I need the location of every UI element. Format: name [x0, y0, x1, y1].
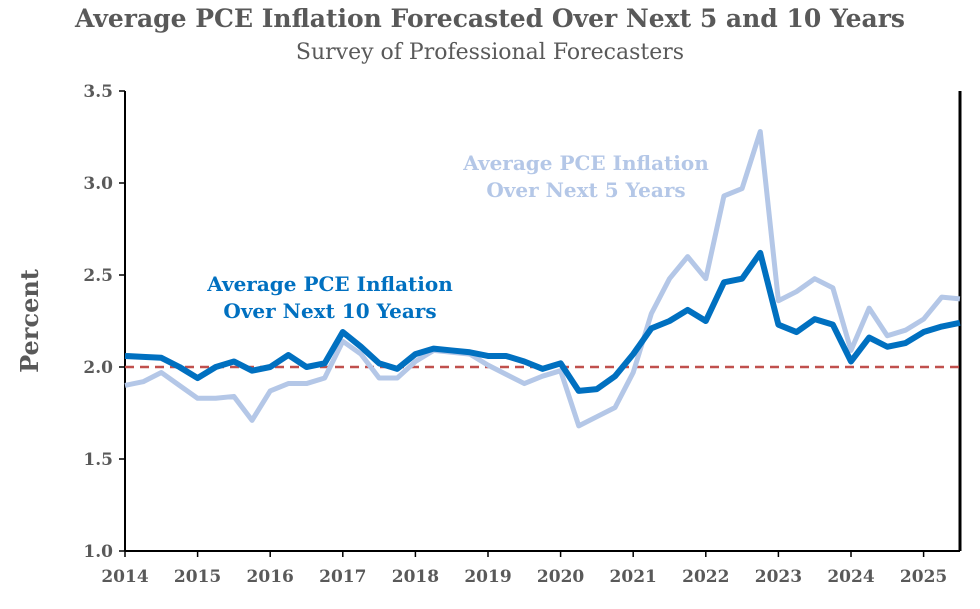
x-tick-label: 2024	[827, 567, 874, 587]
x-tick-label: 2014	[101, 567, 148, 587]
y-tick-label: 3.5	[83, 82, 113, 102]
x-tick-label: 2020	[537, 567, 584, 587]
series-label-5yr-line2: Over Next 5 Years	[486, 178, 685, 202]
y-tick-label: 1.0	[83, 542, 113, 562]
x-tick-label: 2015	[174, 567, 221, 587]
x-tick-label: 2025	[900, 567, 947, 587]
x-tick-label: 2023	[755, 567, 802, 587]
x-tick-label: 2021	[610, 567, 657, 587]
chart-title: Average PCE Inflation Forecasted Over Ne…	[74, 4, 906, 33]
y-tick-label: 1.5	[83, 450, 113, 470]
x-tick-label: 2017	[319, 567, 366, 587]
y-axis-label: Percent	[15, 269, 44, 373]
x-tick-label: 2018	[392, 567, 439, 587]
series-label-10yr-line1: Average PCE Inflation	[206, 272, 453, 296]
x-tick-label: 2016	[247, 567, 294, 587]
y-tick-label: 2.5	[83, 266, 113, 286]
chart-subtitle: Survey of Professional Forecasters	[295, 40, 685, 65]
series-label-5yr-line1: Average PCE Inflation	[462, 151, 709, 175]
y-tick-label: 2.0	[83, 358, 113, 378]
series-label-10yr-line2: Over Next 10 Years	[223, 299, 436, 323]
x-tick-label: 2019	[464, 567, 511, 587]
x-tick-label: 2022	[682, 567, 729, 587]
y-tick-label: 3.0	[83, 174, 113, 194]
